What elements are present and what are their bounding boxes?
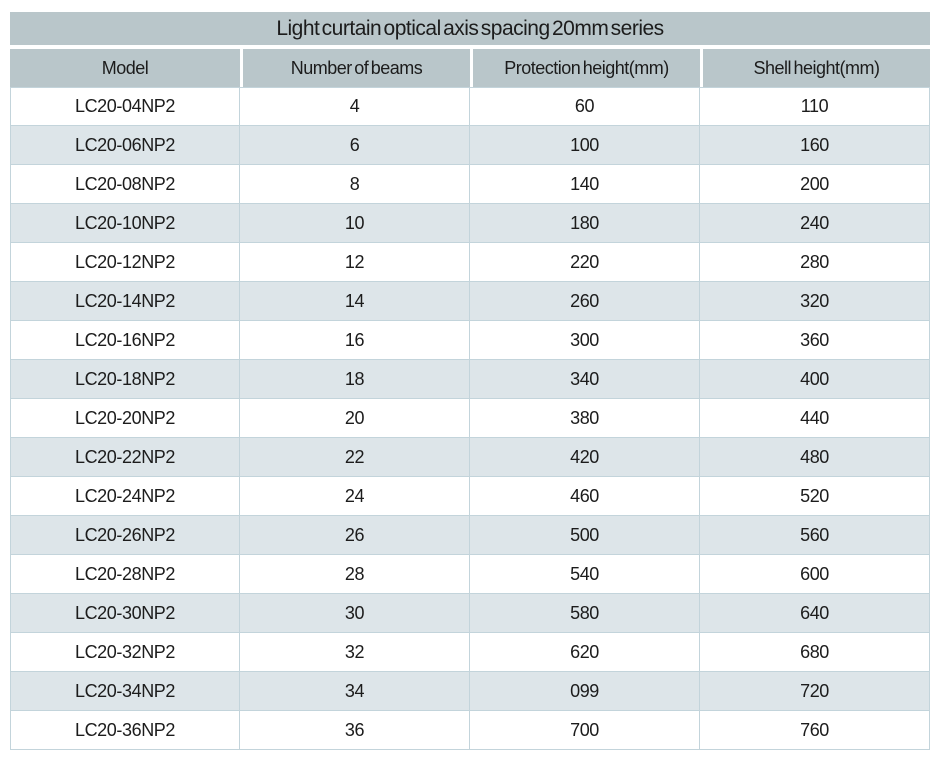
column-header-shell-height: Shell height(mm) [700,49,930,87]
shell-height-cell: 400 [700,360,930,399]
beams-cell: 16 [240,321,470,360]
model-cell: LC20-32NP2 [10,633,240,672]
shell-height-cell: 680 [700,633,930,672]
protection-height-cell: 180 [470,204,700,243]
model-cell: LC20-16NP2 [10,321,240,360]
column-header-protection-height: Protection height(mm) [470,49,700,87]
beams-cell: 30 [240,594,470,633]
model-cell: LC20-28NP2 [10,555,240,594]
protection-height-cell: 580 [470,594,700,633]
protection-height-cell: 099 [470,672,700,711]
table-row: LC20-22NP2 22 420 480 [10,438,930,477]
table-row: LC20-36NP2 36 700 760 [10,711,930,750]
table-row: LC20-08NP2 8 140 200 [10,165,930,204]
beams-cell: 4 [240,87,470,126]
beams-cell: 12 [240,243,470,282]
shell-height-cell: 200 [700,165,930,204]
model-cell: LC20-12NP2 [10,243,240,282]
shell-height-cell: 360 [700,321,930,360]
model-cell: LC20-24NP2 [10,477,240,516]
protection-height-cell: 260 [470,282,700,321]
table-title: Light curtain optical axis spacing 20mm … [10,12,930,45]
beams-cell: 26 [240,516,470,555]
model-cell: LC20-26NP2 [10,516,240,555]
shell-height-cell: 160 [700,126,930,165]
beams-cell: 22 [240,438,470,477]
protection-height-cell: 380 [470,399,700,438]
model-cell: LC20-34NP2 [10,672,240,711]
shell-height-cell: 640 [700,594,930,633]
beams-cell: 34 [240,672,470,711]
table-row: LC20-14NP2 14 260 320 [10,282,930,321]
table-row: LC20-20NP2 20 380 440 [10,399,930,438]
model-cell: LC20-22NP2 [10,438,240,477]
model-cell: LC20-20NP2 [10,399,240,438]
table-row: LC20-12NP2 12 220 280 [10,243,930,282]
protection-height-cell: 300 [470,321,700,360]
table-row: LC20-30NP2 30 580 640 [10,594,930,633]
shell-height-cell: 110 [700,87,930,126]
protection-height-cell: 620 [470,633,700,672]
table-row: LC20-04NP2 4 60 110 [10,87,930,126]
column-header-number-of-beams: Number of beams [240,49,470,87]
model-cell: LC20-36NP2 [10,711,240,750]
header-row: Model Number of beams Protection height(… [10,49,930,87]
table-row: LC20-10NP2 10 180 240 [10,204,930,243]
column-header-model: Model [10,49,240,87]
model-cell: LC20-08NP2 [10,165,240,204]
beams-cell: 28 [240,555,470,594]
shell-height-cell: 480 [700,438,930,477]
beams-cell: 36 [240,711,470,750]
protection-height-cell: 460 [470,477,700,516]
model-cell: LC20-14NP2 [10,282,240,321]
beams-cell: 20 [240,399,470,438]
beams-cell: 18 [240,360,470,399]
beams-cell: 6 [240,126,470,165]
protection-height-cell: 340 [470,360,700,399]
model-cell: LC20-10NP2 [10,204,240,243]
title-divider [10,45,930,49]
beams-cell: 32 [240,633,470,672]
shell-height-cell: 280 [700,243,930,282]
spec-table: Model Number of beams Protection height(… [10,49,930,750]
table-row: LC20-18NP2 18 340 400 [10,360,930,399]
beams-cell: 14 [240,282,470,321]
protection-height-cell: 700 [470,711,700,750]
shell-height-cell: 440 [700,399,930,438]
table-row: LC20-16NP2 16 300 360 [10,321,930,360]
protection-height-cell: 140 [470,165,700,204]
table-body: LC20-04NP2 4 60 110 LC20-06NP2 6 100 160 LC20-08… [10,87,930,750]
shell-height-cell: 760 [700,711,930,750]
protection-height-cell: 500 [470,516,700,555]
table-row: LC20-24NP2 24 460 520 [10,477,930,516]
model-cell: LC20-30NP2 [10,594,240,633]
shell-height-cell: 720 [700,672,930,711]
model-cell: LC20-04NP2 [10,87,240,126]
table-row: LC20-06NP2 6 100 160 [10,126,930,165]
beams-cell: 24 [240,477,470,516]
shell-height-cell: 240 [700,204,930,243]
table-row: LC20-32NP2 32 620 680 [10,633,930,672]
protection-height-cell: 540 [470,555,700,594]
spec-table-container: Light curtain optical axis spacing 20mm … [10,12,930,750]
protection-height-cell: 220 [470,243,700,282]
table-row: LC20-26NP2 26 500 560 [10,516,930,555]
shell-height-cell: 320 [700,282,930,321]
table-row: LC20-34NP2 34 099 720 [10,672,930,711]
shell-height-cell: 600 [700,555,930,594]
protection-height-cell: 100 [470,126,700,165]
beams-cell: 8 [240,165,470,204]
shell-height-cell: 520 [700,477,930,516]
model-cell: LC20-18NP2 [10,360,240,399]
protection-height-cell: 420 [470,438,700,477]
model-cell: LC20-06NP2 [10,126,240,165]
table-row: LC20-28NP2 28 540 600 [10,555,930,594]
beams-cell: 10 [240,204,470,243]
shell-height-cell: 560 [700,516,930,555]
table-header: Model Number of beams Protection height(… [10,49,930,87]
protection-height-cell: 60 [470,87,700,126]
